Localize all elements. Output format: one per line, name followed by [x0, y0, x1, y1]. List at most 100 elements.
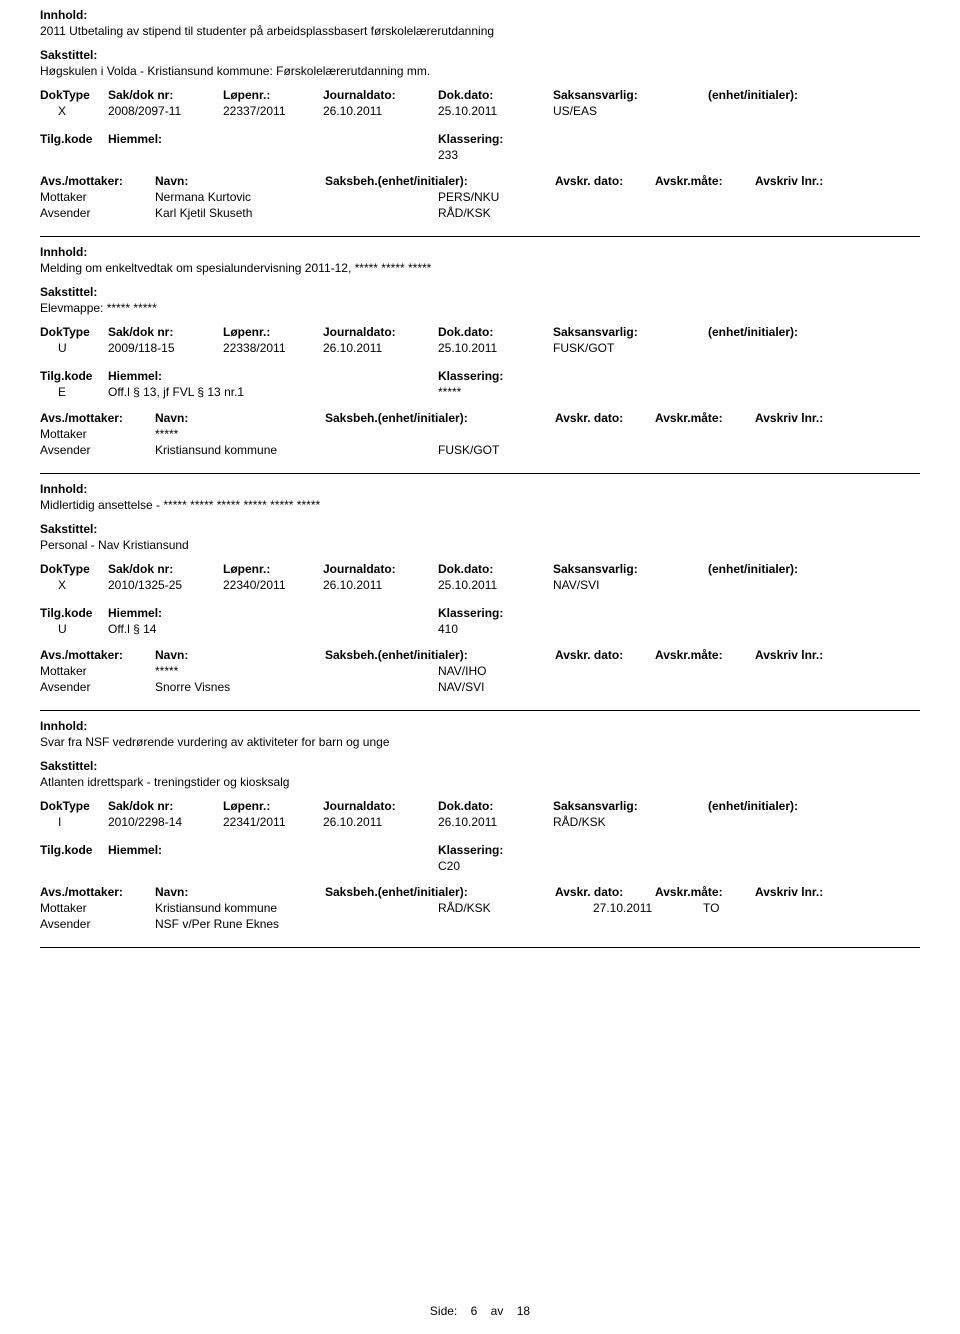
- hdr-dokdato: Dok.dato:: [438, 799, 553, 813]
- hdr-avsmottaker: Avs./mottaker:: [40, 885, 155, 899]
- tilg-row: Tilg.kode Hiemmel: Klassering:: [40, 369, 920, 383]
- hdr-saksansvarlig: Saksansvarlig:: [553, 88, 708, 102]
- val-doktype: X: [40, 104, 108, 118]
- hdr-klassering: Klassering:: [438, 606, 920, 620]
- hdr-dokdato: Dok.dato:: [438, 88, 553, 102]
- party-name: Nermana Kurtovic: [155, 190, 438, 204]
- party-name: *****: [155, 427, 438, 441]
- hdr-avsmottaker: Avs./mottaker:: [40, 411, 155, 425]
- val-lopenr: 22337/2011: [223, 104, 323, 118]
- val-klassering: 233: [438, 148, 920, 162]
- party-row: Avsender Kristiansund kommune FUSK/GOT: [40, 443, 920, 457]
- hdr-klassering: Klassering:: [438, 132, 920, 146]
- journal-record: Innhold: 2011 Utbetaling av stipend til …: [40, 0, 920, 237]
- party-maate: [703, 190, 920, 204]
- val-tilgkode: U: [40, 622, 108, 636]
- hdr-hjemmel: Hiemmel:: [108, 369, 168, 383]
- footer-page: 6: [471, 1304, 478, 1318]
- journal-record: Innhold: Svar fra NSF vedrørende vurderi…: [40, 711, 920, 948]
- hdr-enhet: (enhet/initialer):: [708, 799, 920, 813]
- hdr-klassering: Klassering:: [438, 369, 920, 383]
- val-tilgkode: E: [40, 385, 108, 399]
- hdr-enhet: (enhet/initialer):: [708, 88, 920, 102]
- val-dokdato: 25.10.2011: [438, 341, 553, 355]
- party-name: *****: [155, 664, 438, 678]
- party-role: Mottaker: [40, 190, 155, 204]
- hdr-avskrivlnr: Avskriv lnr.:: [755, 174, 920, 188]
- case-title: Personal - Nav Kristiansund: [40, 538, 920, 552]
- val-lopenr: 22341/2011: [223, 815, 323, 829]
- hdr-avskrmaate: Avskr.måte:: [655, 411, 755, 425]
- tilg-row: Tilg.kode Hiemmel: Klassering:: [40, 606, 920, 620]
- party-unit: FUSK/GOT: [438, 443, 593, 457]
- hdr-sakdok: Sak/dok nr:: [108, 562, 223, 576]
- party-maate: [703, 443, 920, 457]
- sakstittel-label: Sakstittel:: [40, 522, 920, 536]
- val-enhet: [708, 815, 920, 829]
- hdr-journaldato: Journaldato:: [323, 562, 438, 576]
- journal-record: Innhold: Melding om enkeltvedtak om spes…: [40, 237, 920, 474]
- footer-sep: av: [491, 1304, 504, 1318]
- hdr-lopenr: Løpenr.:: [223, 325, 323, 339]
- sakstittel-label: Sakstittel:: [40, 285, 920, 299]
- hdr-doktype: DokType: [40, 799, 108, 813]
- meta-header-row: DokType Sak/dok nr: Løpenr.: Journaldato…: [40, 799, 920, 813]
- val-doktype: X: [40, 578, 108, 592]
- party-name: Karl Kjetil Skuseth: [155, 206, 438, 220]
- party-date: [593, 427, 703, 441]
- hdr-saksansvarlig: Saksansvarlig:: [553, 799, 708, 813]
- party-role: Avsender: [40, 443, 155, 457]
- val-journaldato: 26.10.2011: [323, 815, 438, 829]
- hdr-avsmottaker: Avs./mottaker:: [40, 174, 155, 188]
- party-date: [593, 443, 703, 457]
- hdr-avskrdato: Avskr. dato:: [555, 174, 655, 188]
- party-row: Mottaker Nermana Kurtovic PERS/NKU: [40, 190, 920, 204]
- party-maate: TO: [703, 901, 920, 915]
- party-role: Mottaker: [40, 664, 155, 678]
- hdr-dokdato: Dok.dato:: [438, 325, 553, 339]
- val-dokdato: 25.10.2011: [438, 104, 553, 118]
- val-doktype: U: [40, 341, 108, 355]
- party-maate: [703, 427, 920, 441]
- innhold-label: Innhold:: [40, 8, 920, 22]
- party-row: Mottaker *****: [40, 427, 920, 441]
- party-unit: [438, 427, 593, 441]
- party-role: Mottaker: [40, 901, 155, 915]
- hdr-avskrmaate: Avskr.måte:: [655, 885, 755, 899]
- hdr-avskrivlnr: Avskriv lnr.:: [755, 885, 920, 899]
- hdr-enhet: (enhet/initialer):: [708, 562, 920, 576]
- val-hjemmel: [108, 148, 438, 162]
- content-text: Svar fra NSF vedrørende vurdering av akt…: [40, 735, 920, 749]
- party-unit: RÅD/KSK: [438, 901, 593, 915]
- meta-header-row: DokType Sak/dok nr: Løpenr.: Journaldato…: [40, 88, 920, 102]
- hdr-saksbeh: Saksbeh.(enhet/initialer):: [325, 411, 555, 425]
- tilg-value-row: 233: [40, 148, 920, 162]
- meta-header-row: DokType Sak/dok nr: Løpenr.: Journaldato…: [40, 325, 920, 339]
- val-enhet: [708, 104, 920, 118]
- hdr-navn: Navn:: [155, 885, 325, 899]
- hdr-sakdok: Sak/dok nr:: [108, 799, 223, 813]
- footer-label: Side:: [430, 1304, 457, 1318]
- val-klassering: 410: [438, 622, 920, 636]
- hdr-enhet: (enhet/initialer):: [708, 325, 920, 339]
- hdr-avskrivlnr: Avskriv lnr.:: [755, 648, 920, 662]
- val-sakdok: 2010/1325-25: [108, 578, 223, 592]
- val-journaldato: 26.10.2011: [323, 578, 438, 592]
- party-name: Kristiansund kommune: [155, 901, 438, 915]
- hdr-hjemmel: Hiemmel:: [108, 843, 168, 857]
- val-hjemmel: [108, 859, 438, 873]
- party-row: Mottaker Kristiansund kommune RÅD/KSK 27…: [40, 901, 920, 915]
- party-unit: RÅD/KSK: [438, 206, 593, 220]
- val-dokdato: 26.10.2011: [438, 815, 553, 829]
- meta-value-row: U 2009/118-15 22338/2011 26.10.2011 25.1…: [40, 341, 920, 355]
- hdr-saksansvarlig: Saksansvarlig:: [553, 325, 708, 339]
- hdr-doktype: DokType: [40, 562, 108, 576]
- innhold-label: Innhold:: [40, 245, 920, 259]
- hdr-journaldato: Journaldato:: [323, 799, 438, 813]
- case-title: Høgskulen i Volda - Kristiansund kommune…: [40, 64, 920, 78]
- hdr-avskrmaate: Avskr.måte:: [655, 648, 755, 662]
- party-row: Avsender NSF v/Per Rune Eknes: [40, 917, 920, 931]
- hdr-tilgkode: Tilg.kode: [40, 132, 108, 146]
- meta-value-row: X 2008/2097-11 22337/2011 26.10.2011 25.…: [40, 104, 920, 118]
- hdr-saksbeh: Saksbeh.(enhet/initialer):: [325, 174, 555, 188]
